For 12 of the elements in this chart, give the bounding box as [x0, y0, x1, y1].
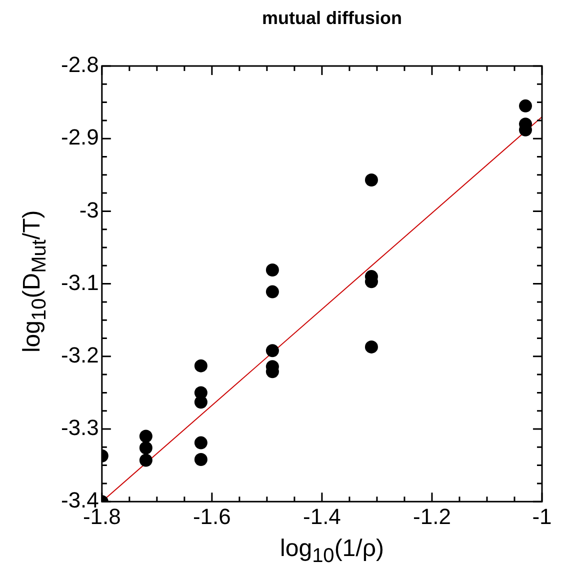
y-tick-label: -3.2 — [60, 342, 99, 368]
y-tick-label: -3.1 — [60, 270, 99, 295]
y-tick-label: -2.8 — [60, 52, 99, 78]
y-tick-label: -3.3 — [60, 415, 99, 440]
y-tick-label: -2.9 — [60, 124, 99, 150]
x-tick-label: -1.6 — [192, 504, 231, 529]
x-tick-label: -1.2 — [413, 504, 451, 529]
chart-title: mutual diffusion — [261, 8, 403, 29]
y-tick-label: -3 — [79, 197, 99, 222]
x-tick-label: -1.4 — [302, 504, 341, 529]
x-tick-label: -1 — [532, 504, 552, 529]
x-axis-title: log$_{10}$(1/ρ) — [279, 535, 385, 568]
